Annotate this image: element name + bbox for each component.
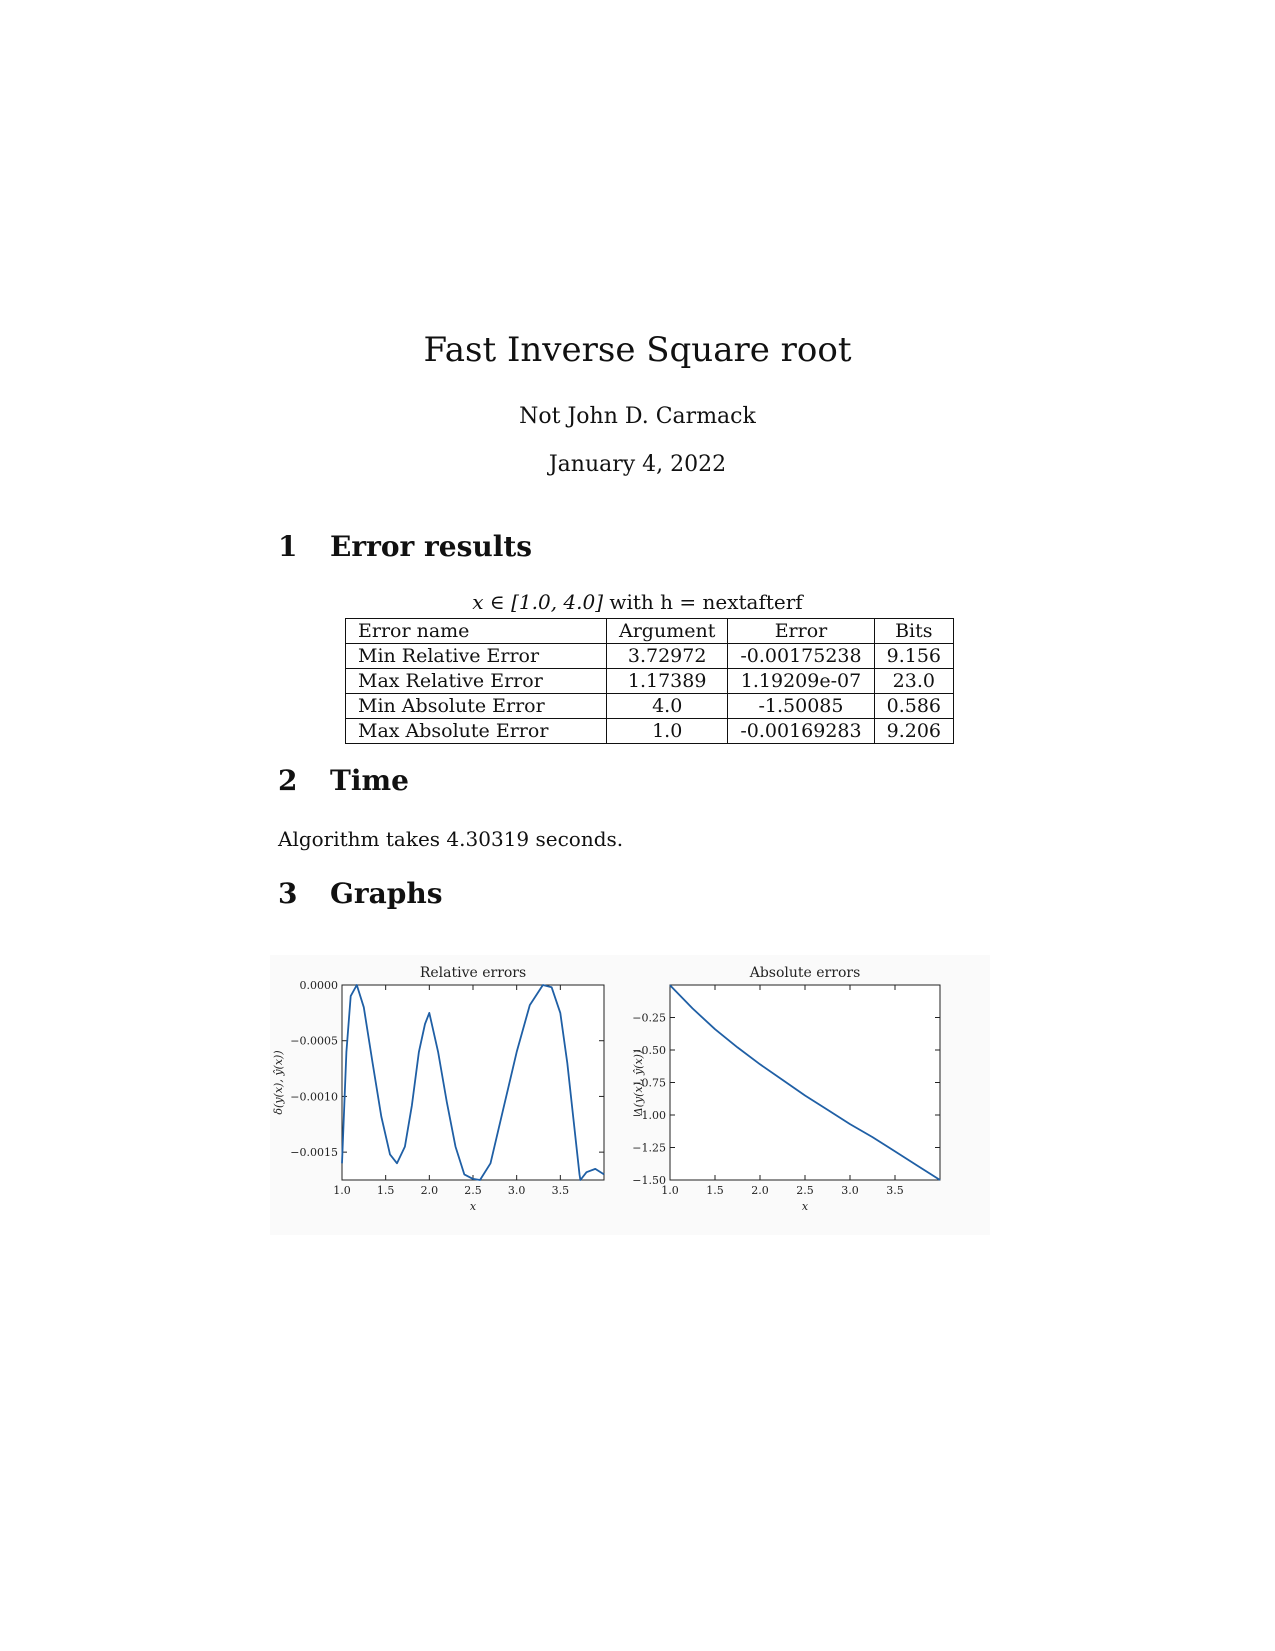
y-tick-label: −1.50	[632, 1174, 666, 1187]
cell-argument: 1.0	[605, 718, 729, 744]
header-error: Error	[727, 618, 875, 644]
x-tick-label: 1.0	[333, 1184, 351, 1197]
error-results-table: Error name Argument Error Bits Min Relat…	[345, 618, 955, 744]
time-paragraph: Algorithm takes 4.30319 seconds.	[278, 827, 624, 851]
cell-argument: 4.0	[605, 693, 729, 719]
x-tick-label: 3.0	[508, 1184, 525, 1197]
plot-frame	[341, 984, 605, 1181]
cell-bits: 9.156	[873, 643, 955, 669]
y-tick-label: −0.75	[632, 1077, 666, 1090]
chart-title: Relative errors	[420, 965, 526, 981]
header-bits: Bits	[873, 618, 955, 644]
y-tick-label: −0.0005	[290, 1035, 338, 1048]
cell-error-name: Min Absolute Error	[345, 693, 607, 719]
y-tick-label: −0.25	[632, 1012, 666, 1025]
cell-error-name: Min Relative Error	[345, 643, 607, 669]
y-axis-label: δ(y(x), ŷ(x))	[272, 1050, 285, 1114]
table-row: Max Absolute Error 1.0 -0.00169283 9.206	[345, 718, 955, 744]
header-argument: Argument	[605, 618, 729, 644]
x-tick-label: 3.5	[552, 1184, 570, 1197]
x-tick-label: 1.5	[377, 1184, 395, 1197]
section-title: Error results	[330, 530, 533, 563]
cell-bits: 23.0	[873, 668, 955, 694]
table-row: Min Absolute Error 4.0 -1.50085 0.586	[345, 693, 955, 719]
table-row: Max Relative Error 1.17389 1.19209e-07 2…	[345, 668, 955, 694]
x-tick-label: 1.5	[706, 1184, 724, 1197]
y-tick-label: −1.25	[632, 1142, 666, 1155]
y-tick-label: −0.0015	[290, 1146, 338, 1159]
plot-frame	[669, 984, 941, 1181]
series-line	[341, 984, 605, 1181]
header-error-name: Error name	[345, 618, 607, 644]
table-header-row: Error name Argument Error Bits	[345, 618, 955, 644]
section-number: 1	[278, 530, 298, 563]
x-tick-label: 1.0	[661, 1184, 679, 1197]
table-row: Min Relative Error 3.72972 -0.00175238 9…	[345, 643, 955, 669]
section-title: Graphs	[330, 877, 443, 910]
section-heading-error-results: 1 Error results	[278, 530, 532, 563]
y-tick-label: −0.50	[632, 1044, 666, 1057]
x-tick-label: 3.0	[841, 1184, 859, 1197]
cell-error: -0.00175238	[727, 643, 875, 669]
cell-bits: 9.206	[873, 718, 955, 744]
paper-author: Not John D. Carmack	[519, 404, 756, 429]
y-axis-label: Δ(y(x), ŷ(x))	[632, 1050, 645, 1117]
paper-title: Fast Inverse Square root	[423, 330, 852, 370]
x-tick-label: 2.5	[796, 1184, 814, 1197]
x-axis-label: x	[802, 1200, 809, 1213]
cell-argument: 3.72972	[605, 643, 729, 669]
cell-error-name: Max Absolute Error	[345, 718, 607, 744]
x-tick-label: 2.5	[464, 1184, 482, 1197]
y-tick-label: −0.0010	[290, 1090, 338, 1103]
cell-argument: 1.17389	[605, 668, 729, 694]
section-number: 2	[278, 764, 298, 797]
paper-date: January 4, 2022	[548, 452, 727, 477]
absolute-errors-chart: Absolute errors 1.0 1.5 2.0 2.5 3.0 3.5 −0.25 −0…	[630, 955, 990, 1235]
cell-error: 1.19209e-07	[727, 668, 875, 694]
section-heading-time: 2 Time	[278, 764, 409, 797]
relative-errors-chart: Relative errors 1.0 1.5 2.0 2.5 3.0 3.5 0.0000 −…	[270, 955, 630, 1235]
cell-error: -1.50085	[727, 693, 875, 719]
chart-title: Absolute errors	[749, 965, 861, 981]
x-tick-label: 3.5	[886, 1184, 904, 1197]
caption-math: x ∈ [1.0, 4.0]	[472, 590, 604, 614]
x-tick-label: 2.0	[421, 1184, 439, 1197]
cell-bits: 0.586	[873, 693, 955, 719]
caption-text: with h = nextafterf	[603, 590, 803, 614]
section-title: Time	[330, 764, 409, 797]
table-caption: x ∈ [1.0, 4.0] with h = nextafterf	[0, 590, 1275, 614]
x-axis-label: x	[470, 1200, 477, 1213]
section-number: 3	[278, 877, 298, 910]
section-heading-graphs: 3 Graphs	[278, 877, 443, 910]
cell-error-name: Max Relative Error	[345, 668, 607, 694]
x-tick-label: 2.0	[751, 1184, 769, 1197]
series-line	[669, 984, 941, 1181]
y-tick-label: 0.0000	[300, 979, 339, 992]
y-tick-label: −1.00	[632, 1109, 666, 1122]
cell-error: -0.00169283	[727, 718, 875, 744]
